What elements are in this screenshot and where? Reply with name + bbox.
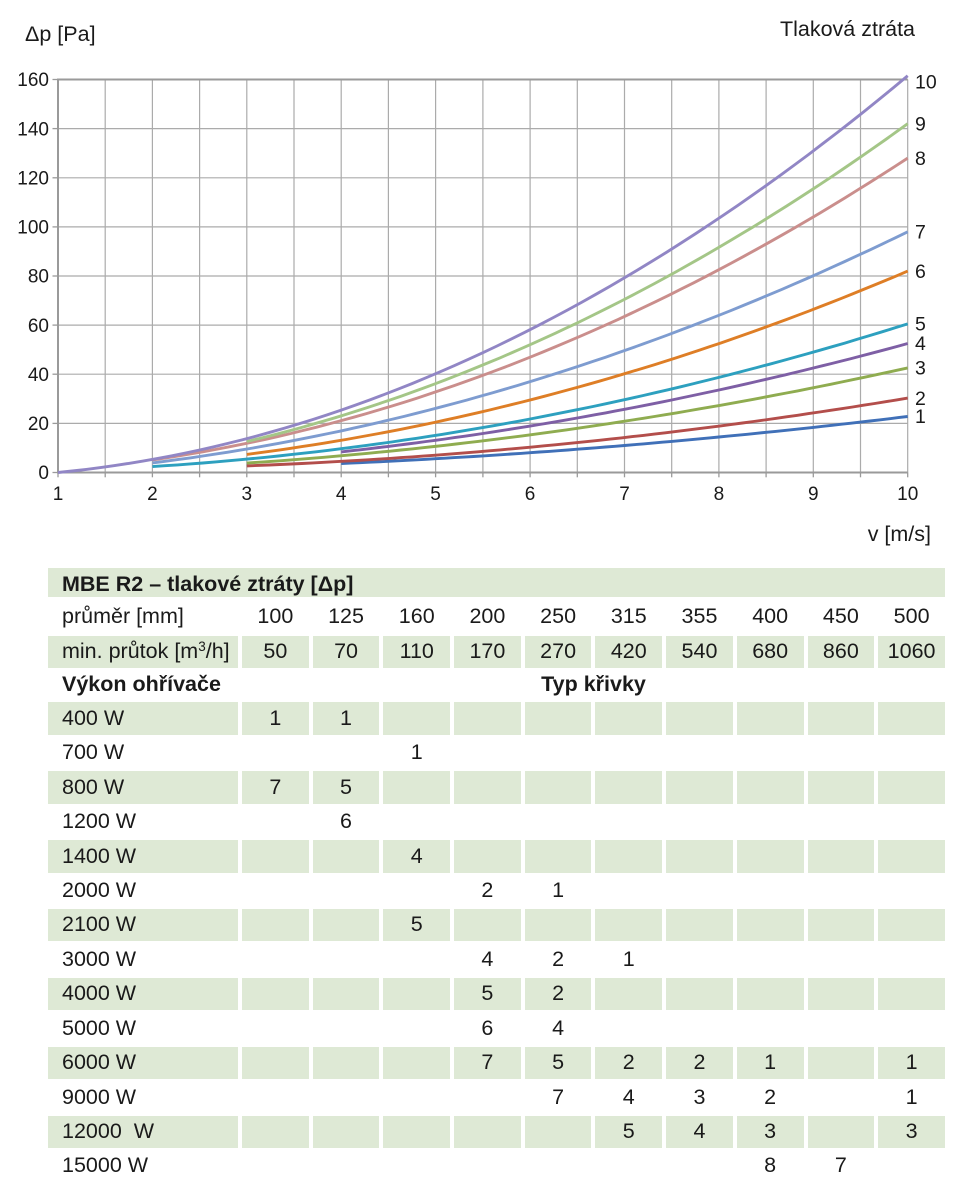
svg-text:3: 3 xyxy=(242,484,253,505)
svg-text:2: 2 xyxy=(147,484,158,505)
svg-text:8: 8 xyxy=(714,484,725,505)
svg-text:6: 6 xyxy=(915,261,926,283)
svg-text:10: 10 xyxy=(915,71,937,93)
svg-text:Δp [Pa]: Δp [Pa] xyxy=(25,22,96,46)
svg-text:1: 1 xyxy=(915,406,926,428)
svg-text:100: 100 xyxy=(17,218,49,239)
svg-text:5: 5 xyxy=(430,484,441,505)
svg-text:160: 160 xyxy=(17,70,49,91)
svg-text:4: 4 xyxy=(915,333,926,355)
svg-text:20: 20 xyxy=(28,414,49,435)
svg-text:2: 2 xyxy=(915,388,926,410)
svg-text:8: 8 xyxy=(915,148,926,170)
svg-text:5: 5 xyxy=(915,314,926,336)
svg-text:9: 9 xyxy=(808,484,819,505)
svg-text:80: 80 xyxy=(28,267,49,288)
svg-text:Tlaková ztráta: Tlaková ztráta xyxy=(780,17,915,41)
svg-text:6: 6 xyxy=(525,484,536,505)
svg-text:4: 4 xyxy=(336,484,347,505)
svg-text:v [m/s]: v [m/s] xyxy=(868,522,931,546)
svg-text:140: 140 xyxy=(17,119,49,140)
svg-text:7: 7 xyxy=(619,484,630,505)
svg-text:60: 60 xyxy=(28,316,49,337)
svg-text:40: 40 xyxy=(28,365,49,386)
svg-text:1: 1 xyxy=(53,484,64,505)
svg-text:10: 10 xyxy=(897,484,918,505)
svg-text:3: 3 xyxy=(915,358,926,380)
svg-text:0: 0 xyxy=(38,463,49,484)
svg-text:9: 9 xyxy=(915,113,926,135)
svg-text:7: 7 xyxy=(915,222,926,244)
svg-text:120: 120 xyxy=(17,168,49,189)
